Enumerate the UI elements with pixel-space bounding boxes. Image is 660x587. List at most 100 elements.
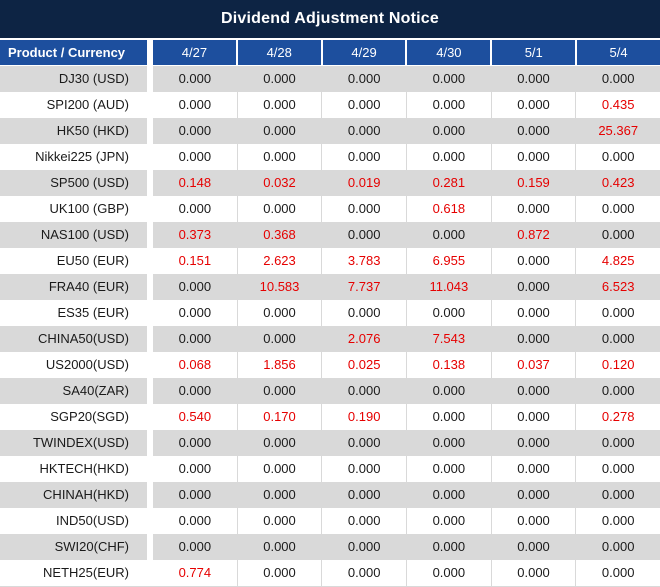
row-label: UK100 (GBP) bbox=[49, 201, 129, 216]
cell-value: 0.000 bbox=[321, 508, 406, 534]
row-label: HK50 (HKD) bbox=[56, 123, 129, 138]
table-row: HK50 (HKD) 0.000 0.000 0.000 0.000 0.000 25.36… bbox=[0, 118, 660, 144]
row-label: CHINAH(HKD) bbox=[43, 487, 129, 502]
cell-value: 0.000 bbox=[406, 456, 491, 482]
cell-value: 0.000 bbox=[490, 66, 576, 92]
table-row: SGP20(SGD) 0.540 0.170 0.190 0.000 0.000 0.278 bbox=[0, 404, 660, 430]
cell-value: 0.000 bbox=[575, 430, 660, 456]
row-label: SGP20(SGD) bbox=[50, 409, 129, 424]
cell-value: 0.000 bbox=[321, 430, 406, 456]
cell-value: 0.000 bbox=[178, 513, 212, 528]
table-row: TWINDEX(USD) 0.000 0.000 0.000 0.000 0.000 0.0… bbox=[0, 430, 660, 456]
column-divider bbox=[147, 66, 153, 92]
cell-value: 0.000 bbox=[178, 539, 212, 554]
cell-value: 0.000 bbox=[321, 196, 406, 222]
table-row: SA40(ZAR) 0.000 0.000 0.000 0.000 0.000 0.000 bbox=[0, 378, 660, 404]
column-divider bbox=[147, 196, 153, 222]
row-label: Nikkei225 (JPN) bbox=[35, 149, 129, 164]
cell-value: 0.000 bbox=[178, 123, 212, 138]
row-label: SPI200 (AUD) bbox=[46, 97, 129, 112]
cell-value: 0.000 bbox=[406, 560, 491, 586]
cell-value: 0.000 bbox=[321, 534, 406, 560]
cell-value: 2.076 bbox=[321, 326, 406, 352]
cell-value: 0.000 bbox=[406, 144, 491, 170]
cell-value: 0.037 bbox=[490, 352, 576, 378]
cell-value: 0.170 bbox=[236, 404, 322, 430]
column-divider bbox=[147, 144, 153, 170]
cell-value: 0.278 bbox=[575, 404, 660, 430]
cell-value: 0.618 bbox=[406, 196, 491, 222]
table-row: HKTECH(HKD) 0.000 0.000 0.000 0.000 0.000 0.00… bbox=[0, 456, 660, 482]
cell-value: 0.000 bbox=[236, 92, 322, 118]
cell-value: 0.435 bbox=[575, 92, 660, 118]
table-row: IND50(USD) 0.000 0.000 0.000 0.000 0.000 0.000 bbox=[0, 508, 660, 534]
cell-value: 0.000 bbox=[406, 92, 491, 118]
cell-value: 0.000 bbox=[575, 196, 660, 222]
table-row: Nikkei225 (JPN) 0.000 0.000 0.000 0.000 0.000… bbox=[0, 144, 660, 170]
cell-value: 0.148 bbox=[178, 175, 212, 190]
cell-value: 0.540 bbox=[178, 409, 212, 424]
cell-value: 0.000 bbox=[406, 66, 491, 92]
cell-value: 0.000 bbox=[236, 508, 322, 534]
cell-value: 0.000 bbox=[406, 118, 491, 144]
row-label: DJ30 (USD) bbox=[58, 71, 129, 86]
cell-value: 0.120 bbox=[575, 352, 660, 378]
cell-value: 0.000 bbox=[236, 66, 322, 92]
cell-value: 7.543 bbox=[406, 326, 491, 352]
cell-value: 0.000 bbox=[575, 456, 660, 482]
cell-value: 0.000 bbox=[178, 331, 212, 346]
cell-value: 0.000 bbox=[178, 279, 212, 294]
column-divider bbox=[147, 404, 153, 430]
cell-value: 0.000 bbox=[490, 430, 576, 456]
cell-value: 0.000 bbox=[321, 92, 406, 118]
cell-value: 0.000 bbox=[178, 201, 212, 216]
cell-value: 0.000 bbox=[178, 149, 212, 164]
cell-value: 0.000 bbox=[490, 508, 576, 534]
cell-value: 0.000 bbox=[406, 300, 491, 326]
cell-value: 0.151 bbox=[178, 253, 212, 268]
table-body: DJ30 (USD) 0.000 0.000 0.000 0.000 0.000 0.000… bbox=[0, 66, 660, 586]
cell-value: 0.000 bbox=[575, 144, 660, 170]
table-row: UK100 (GBP) 0.000 0.000 0.000 0.618 0.000 0.00… bbox=[0, 196, 660, 222]
cell-value: 0.000 bbox=[236, 378, 322, 404]
cell-value: 0.000 bbox=[321, 482, 406, 508]
cell-value: 0.000 bbox=[236, 300, 322, 326]
cell-value: 0.774 bbox=[178, 565, 212, 580]
cell-value: 0.000 bbox=[406, 508, 491, 534]
column-divider bbox=[147, 248, 153, 274]
cell-value: 4.825 bbox=[575, 248, 660, 274]
column-divider bbox=[147, 118, 153, 144]
row-label: SA40(ZAR) bbox=[62, 383, 129, 398]
column-header-date: 4/28 bbox=[235, 40, 321, 65]
cell-value: 2.623 bbox=[236, 248, 322, 274]
cell-value: 0.000 bbox=[490, 248, 576, 274]
cell-value: 6.523 bbox=[575, 274, 660, 300]
column-divider bbox=[147, 92, 153, 118]
cell-value: 0.373 bbox=[178, 227, 212, 242]
cell-value: 0.000 bbox=[236, 196, 322, 222]
column-divider bbox=[147, 378, 153, 404]
column-header-date: 4/27 bbox=[153, 40, 236, 65]
row-label: FRA40 (EUR) bbox=[48, 279, 129, 294]
cell-value: 0.000 bbox=[321, 300, 406, 326]
cell-value: 0.000 bbox=[490, 274, 576, 300]
cell-value: 0.000 bbox=[321, 456, 406, 482]
table-row: NAS100 (USD) 0.373 0.368 0.000 0.000 0.872 0.0… bbox=[0, 222, 660, 248]
table-row: FRA40 (EUR) 0.000 10.583 7.737 11.043 0.000 6.… bbox=[0, 274, 660, 300]
cell-value: 0.000 bbox=[575, 508, 660, 534]
cell-value: 7.737 bbox=[321, 274, 406, 300]
cell-value: 0.872 bbox=[490, 222, 576, 248]
row-label: HKTECH(HKD) bbox=[39, 461, 129, 476]
column-header-date: 4/29 bbox=[320, 40, 406, 65]
cell-value: 0.000 bbox=[321, 560, 406, 586]
cell-value: 0.000 bbox=[575, 66, 660, 92]
cell-value: 0.000 bbox=[490, 196, 576, 222]
table-row: NETH25(EUR) 0.774 0.000 0.000 0.000 0.000 0.00… bbox=[0, 560, 660, 586]
cell-value: 0.019 bbox=[321, 170, 406, 196]
cell-value: 0.000 bbox=[490, 92, 576, 118]
cell-value: 0.000 bbox=[490, 378, 576, 404]
cell-value: 0.000 bbox=[575, 560, 660, 586]
cell-value: 0.000 bbox=[575, 378, 660, 404]
column-divider bbox=[147, 274, 153, 300]
